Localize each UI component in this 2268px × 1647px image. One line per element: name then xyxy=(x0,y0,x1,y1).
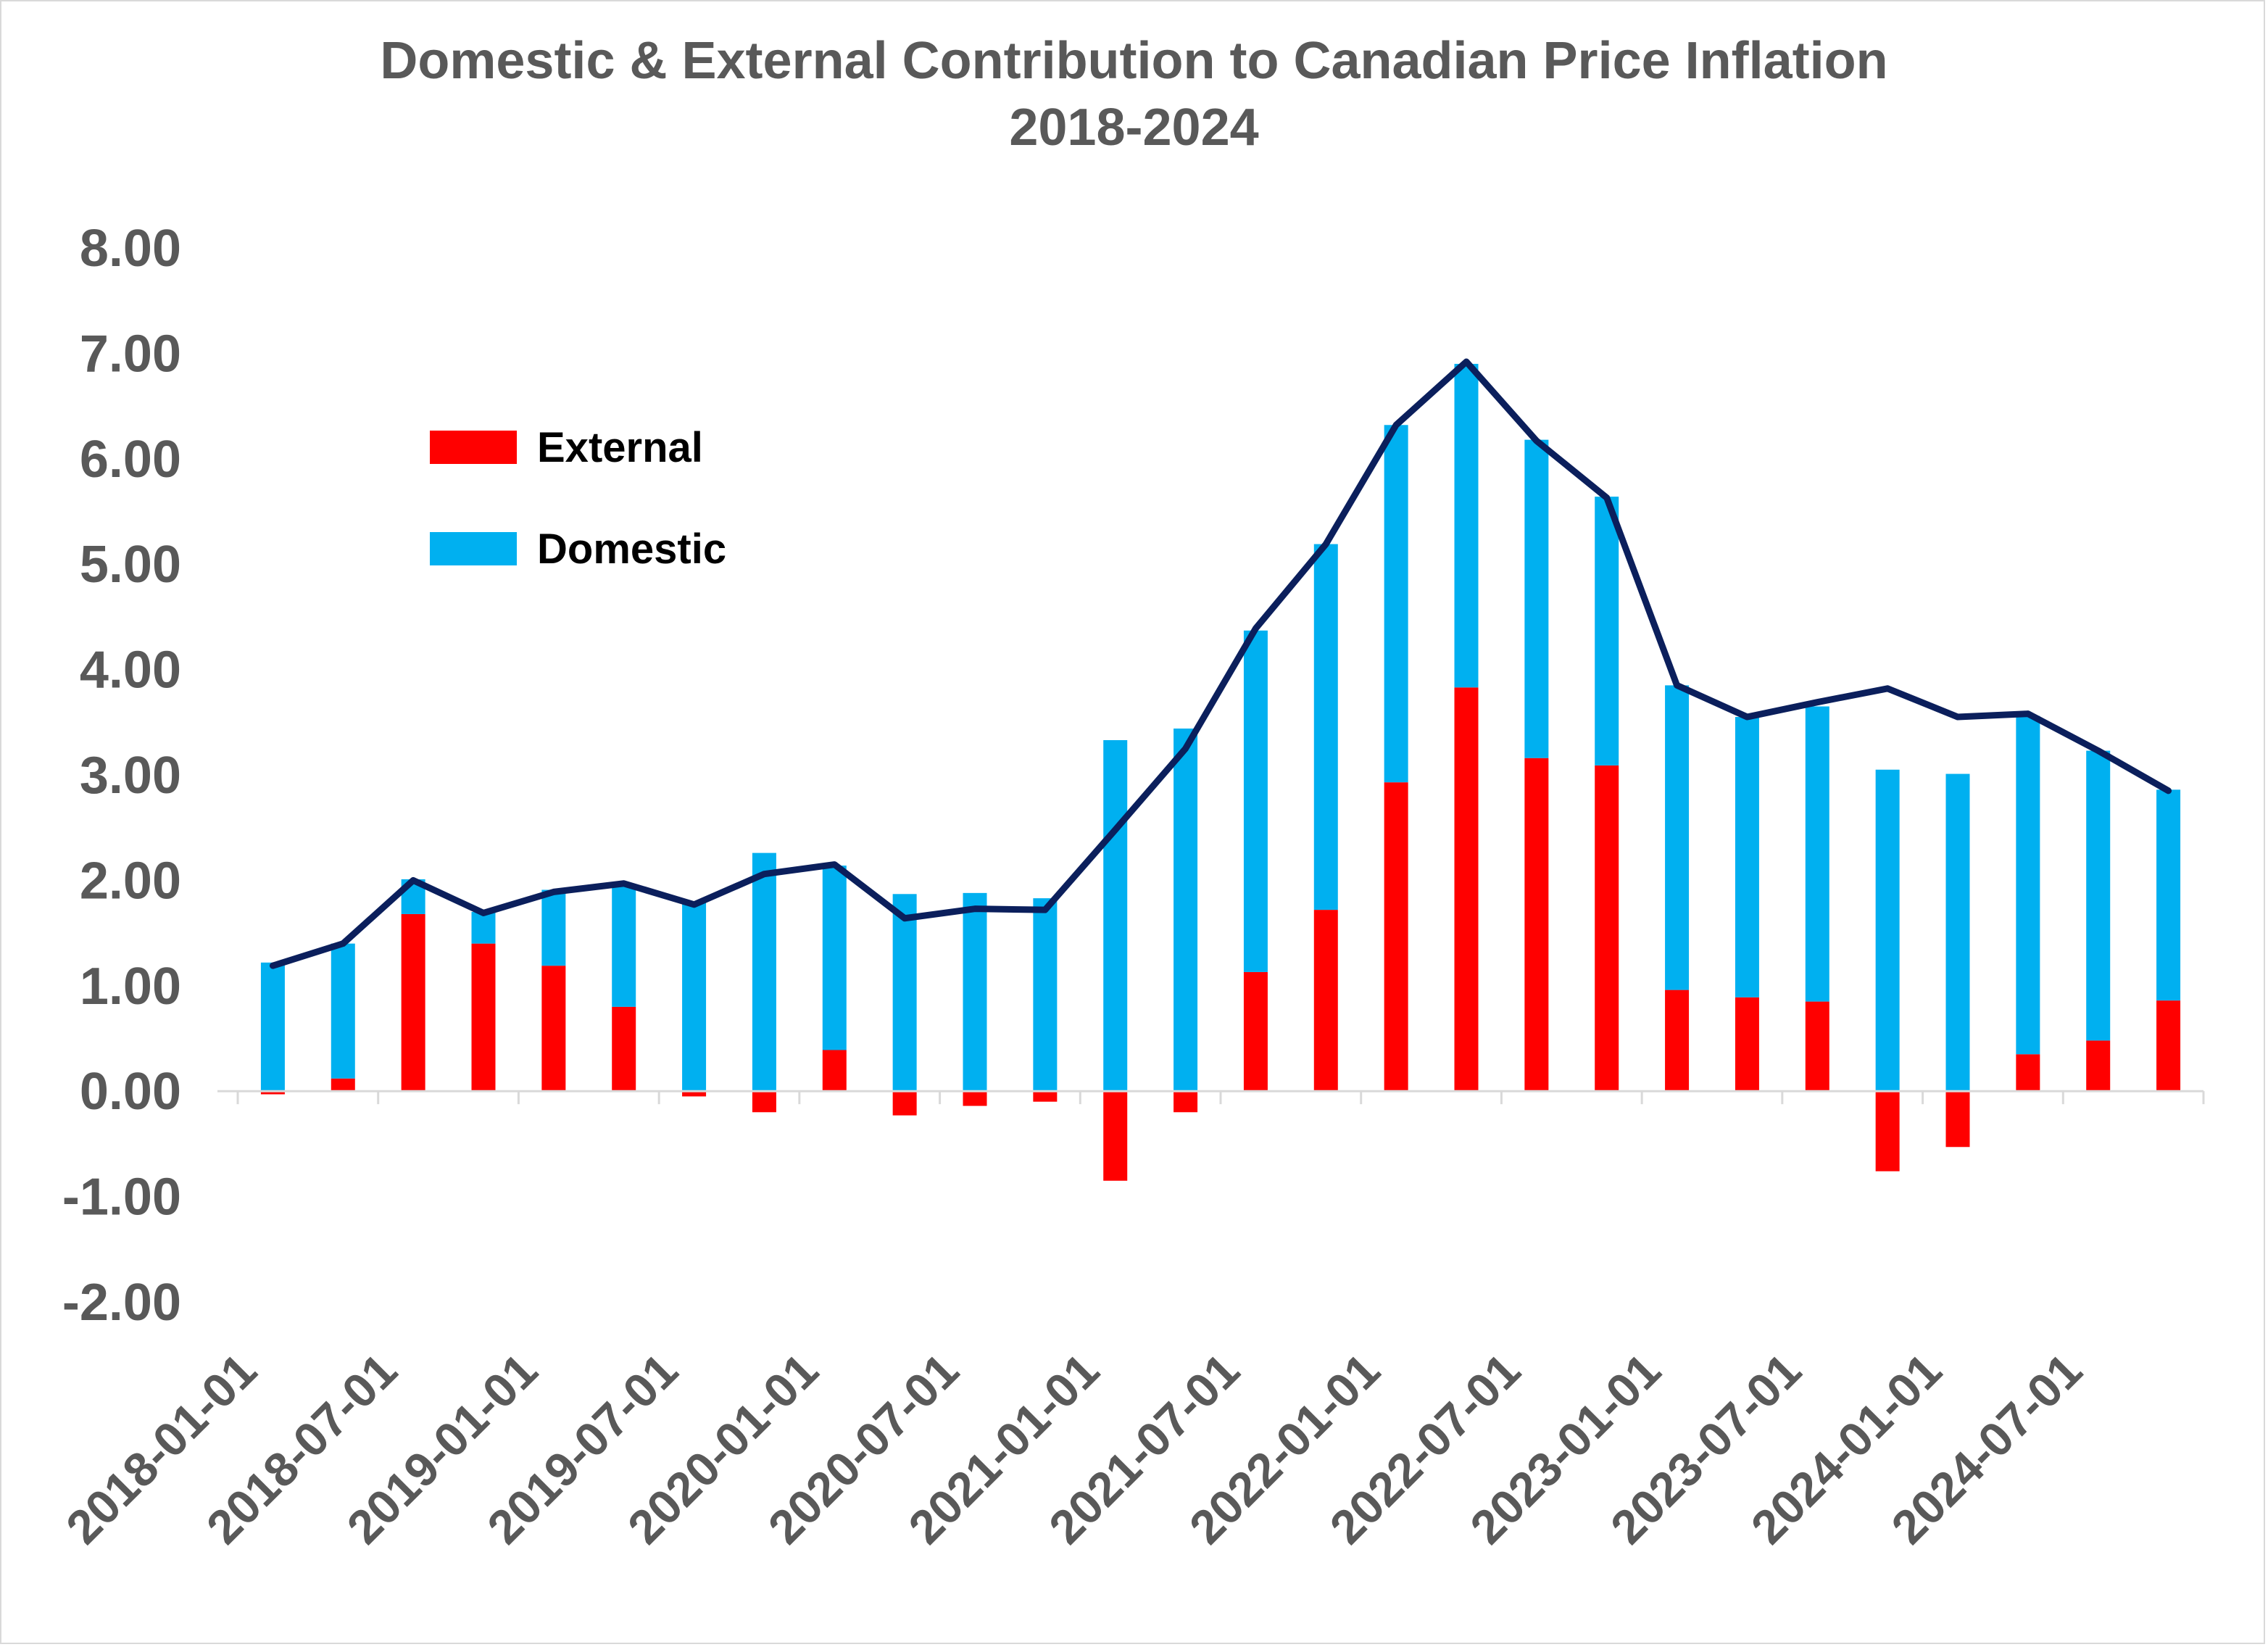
bar-external xyxy=(1875,1091,1900,1171)
bar-domestic xyxy=(1665,685,1690,990)
y-tick-label: 5.00 xyxy=(80,536,181,594)
bar-external xyxy=(2016,1054,2040,1092)
y-axis: -2.00 -1.00 0.00 1.00 2.00 3.00 4.00 5.00 6.00 7.… xyxy=(62,220,181,1332)
bar-domestic xyxy=(541,889,566,966)
y-tick-label: -2.00 xyxy=(62,1274,181,1332)
y-tick-label: 8.00 xyxy=(80,220,181,278)
bar-external xyxy=(401,913,425,1092)
y-tick-label: 4.00 xyxy=(80,642,181,700)
total-line xyxy=(269,358,2172,969)
bar-external xyxy=(1384,782,1408,1092)
legend-swatch-domestic xyxy=(430,532,517,565)
y-tick-label: 2.00 xyxy=(80,852,181,910)
bar-external xyxy=(822,1050,847,1092)
bar-domestic xyxy=(1945,773,1970,1092)
bar-layer xyxy=(260,363,2181,1181)
y-tick-label: 1.00 xyxy=(80,958,181,1016)
bar-domestic xyxy=(331,943,355,1079)
bar-external xyxy=(1103,1091,1128,1181)
bar-external xyxy=(1665,990,1690,1092)
x-axis xyxy=(217,1090,2205,1105)
bar-domestic xyxy=(1174,729,1198,1092)
bar-domestic xyxy=(471,912,496,944)
bar-external xyxy=(892,1091,917,1116)
bar-external xyxy=(2086,1040,2111,1092)
bar-external xyxy=(1735,997,1759,1092)
bar-external xyxy=(2156,1000,2181,1092)
bar-external xyxy=(1945,1091,1970,1148)
legend-label-external: External xyxy=(537,424,703,471)
y-tick-label: 6.00 xyxy=(80,431,181,489)
bar-external xyxy=(752,1091,776,1113)
bar-domestic xyxy=(1243,630,1268,972)
bar-external xyxy=(963,1091,987,1106)
bar-domestic xyxy=(1875,769,1900,1092)
bar-external xyxy=(1313,910,1338,1092)
bar-external xyxy=(471,943,496,1092)
bar-external xyxy=(1595,765,1619,1092)
x-axis-labels: 2018-01-012018-07-012019-01-012019-07-01… xyxy=(56,1343,2092,1554)
bar-domestic xyxy=(1805,706,1829,1002)
bar-domestic xyxy=(963,892,987,1092)
y-tick-label: -1.00 xyxy=(62,1169,181,1227)
bar-domestic xyxy=(1595,497,1619,766)
bar-domestic xyxy=(612,885,636,1007)
bar-external xyxy=(682,1091,707,1097)
bar-external xyxy=(1174,1091,1198,1113)
bar-domestic xyxy=(2156,789,2181,1001)
legend-swatch-external xyxy=(430,431,517,464)
chart-title-line: Domestic & External Contribution to Cana… xyxy=(380,32,1888,90)
bar-domestic xyxy=(682,901,707,1092)
y-tick-label: 0.00 xyxy=(80,1063,181,1121)
bar-domestic xyxy=(1103,740,1128,1092)
bar-external xyxy=(1033,1091,1058,1102)
bar-domestic xyxy=(1524,439,1549,758)
line-layer xyxy=(269,358,2172,969)
bar-external xyxy=(612,1006,636,1092)
bar-domestic xyxy=(752,852,776,1092)
bar-domestic xyxy=(1384,425,1408,783)
bar-external xyxy=(1805,1001,1829,1092)
bar-external xyxy=(331,1078,355,1092)
bar-domestic xyxy=(1735,717,1759,997)
bar-domestic xyxy=(2016,715,2040,1055)
bar-domestic xyxy=(1313,544,1338,910)
chart-subtitle: 2018-2024 xyxy=(1009,99,1259,157)
y-tick-label: 7.00 xyxy=(80,325,181,383)
bar-domestic xyxy=(822,866,847,1050)
bar-external xyxy=(260,1091,285,1095)
legend: External Domestic xyxy=(430,424,726,573)
bar-external xyxy=(1243,971,1268,1092)
bar-domestic xyxy=(1033,898,1058,1092)
bar-domestic xyxy=(1454,363,1479,688)
bar-domestic xyxy=(2086,750,2111,1041)
bar-external xyxy=(1454,687,1479,1092)
bar-external xyxy=(1524,758,1549,1092)
bar-domestic xyxy=(260,962,285,1092)
bar-domestic xyxy=(892,894,917,1092)
legend-label-domestic: Domestic xyxy=(537,526,726,573)
bar-external xyxy=(541,966,566,1092)
chart-title: Domestic & External Contribution to Cana… xyxy=(0,28,2268,161)
y-tick-label: 3.00 xyxy=(80,747,181,805)
